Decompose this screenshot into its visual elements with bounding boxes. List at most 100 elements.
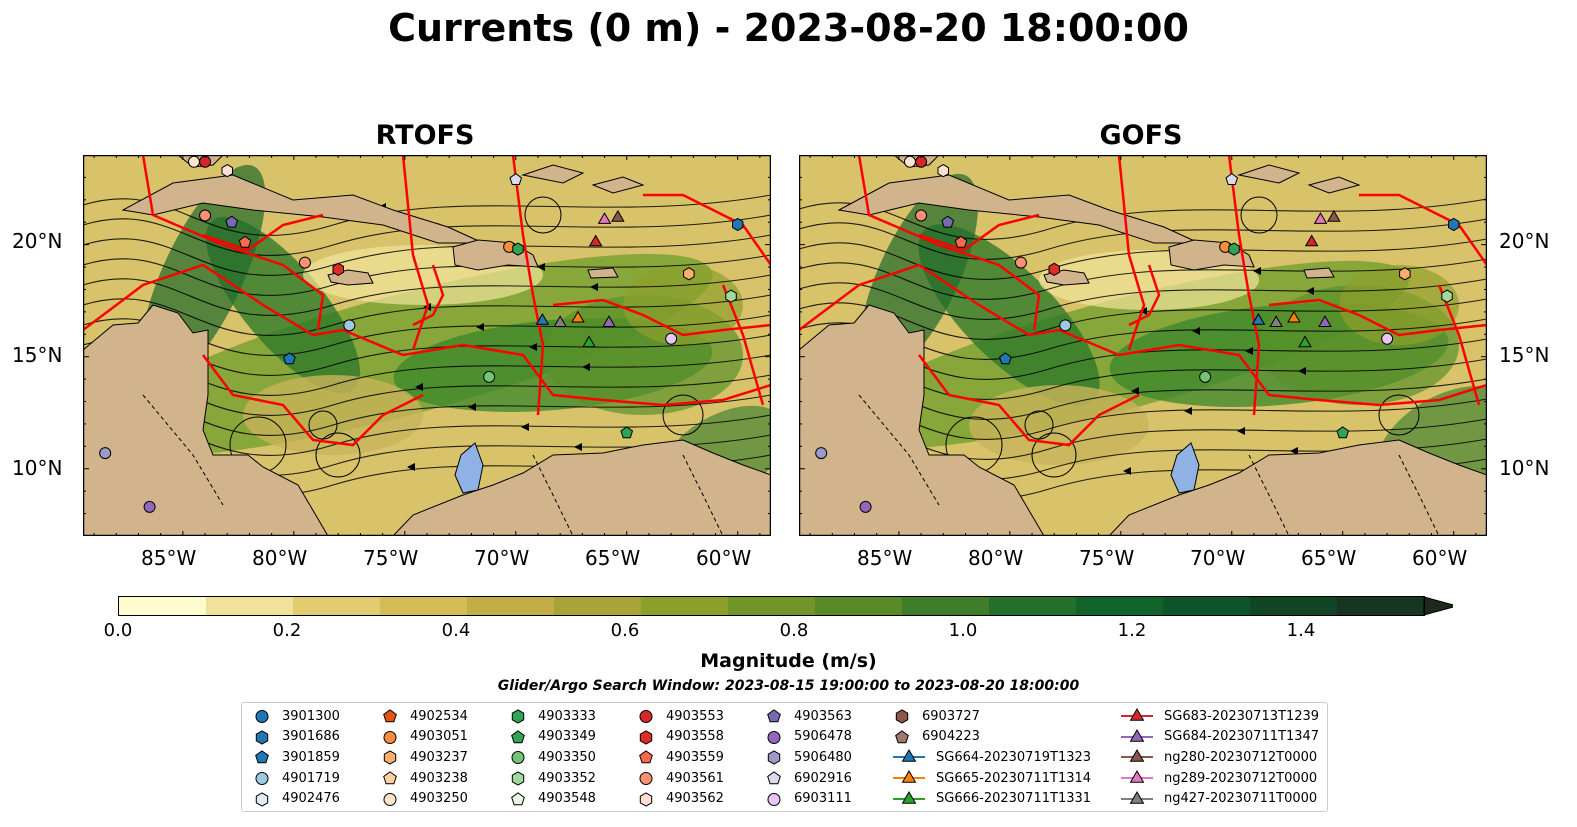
legend-label: SG664-20230719T1323 — [936, 749, 1092, 765]
colorbar-tick-1: 0.2 — [272, 620, 302, 641]
legend-marker — [901, 749, 917, 763]
legend-marker — [383, 792, 397, 806]
colorbar-tick-5: 1.0 — [948, 620, 978, 641]
legend-float-symbol — [895, 709, 909, 724]
streamline-arrow — [1192, 327, 1200, 335]
eddy-streamline — [1024, 410, 1054, 440]
legend-glider-symbol — [893, 749, 925, 763]
legend-float-symbol — [255, 750, 269, 764]
legend-item: 6903111 — [764, 788, 852, 809]
legend-item: 4902534 — [380, 706, 468, 727]
legend-marker — [511, 709, 525, 724]
glider-marker — [1287, 310, 1301, 323]
argo-float-marker — [1225, 172, 1239, 185]
panel-title-rtofs: RTOFS — [375, 120, 475, 151]
legend-label: SG683-20230713T1239 — [1164, 708, 1320, 724]
legend-glider-symbol — [893, 790, 925, 804]
eddy-streamline — [1378, 394, 1420, 436]
legend-float-symbol — [767, 750, 781, 766]
legend-label: 4903051 — [410, 729, 468, 745]
colorbar-extend-arrow — [1423, 596, 1453, 616]
legend-label: 4903553 — [666, 708, 724, 724]
streamline-arrow — [407, 463, 415, 471]
colorbar-tick-7: 1.4 — [1286, 620, 1316, 641]
legend-label: ng289-20230712T0000 — [1164, 770, 1318, 786]
argo-float-marker — [99, 447, 112, 460]
legend-marker — [901, 770, 917, 783]
colorbar-tick-4: 0.8 — [779, 620, 809, 641]
legend-marker — [511, 771, 525, 786]
legend-item: 6904223 — [892, 727, 1091, 748]
lat-label-10n-right: 10°N — [1499, 456, 1550, 480]
legend-label: 3901859 — [282, 749, 340, 765]
legend-item: 4903561 — [636, 768, 724, 789]
eez-boundary — [1268, 298, 1487, 337]
glider-marker — [571, 310, 585, 323]
legend-marker — [383, 709, 397, 723]
argo-float-marker — [221, 164, 233, 178]
land-mass — [587, 267, 619, 279]
argo-float-marker — [187, 155, 200, 168]
legend-float-symbol — [255, 772, 269, 786]
legend-float-symbol — [767, 709, 781, 723]
legend-column: 4902534 4903051 4903237 4903238 4903250 — [380, 706, 468, 809]
legend-label: 5906480 — [794, 749, 852, 765]
argo-float-marker — [732, 217, 744, 232]
colorbar — [118, 596, 1453, 616]
legend-marker — [767, 750, 781, 766]
legend-marker — [511, 791, 525, 805]
lon-label-60w-left: 60°W — [696, 546, 752, 570]
glider-marker — [1298, 335, 1312, 348]
legend-label: 4903559 — [666, 749, 724, 765]
legend-item: 4903352 — [508, 768, 596, 789]
eez-boundary — [643, 193, 771, 266]
map-gofs — [799, 155, 1487, 536]
colorbar-segment — [206, 597, 294, 615]
argo-float-marker — [903, 155, 916, 168]
colorbar-segment — [1163, 597, 1251, 615]
legend-item: 3901686 — [252, 727, 340, 748]
glider-marker — [553, 315, 567, 327]
eez-boundary — [202, 354, 424, 447]
legend-item: 4903333 — [508, 706, 596, 727]
legend-item: 4903051 — [380, 727, 468, 748]
legend-marker — [383, 730, 397, 744]
legend-marker — [767, 709, 781, 723]
streamline-arrow — [521, 423, 529, 431]
country-border — [1248, 454, 1290, 536]
legend-float-symbol — [639, 750, 653, 764]
legend-float-symbol — [383, 709, 397, 723]
eez-boundary — [401, 155, 430, 351]
legend-item: 5906478 — [764, 727, 852, 748]
eez-boundary — [412, 264, 445, 327]
colorbar-tick-3: 0.6 — [610, 620, 640, 641]
legend-column: 4903553 4903558 4903559 4903561 4903562 — [636, 706, 724, 809]
lon-label-85w-right: 85°W — [857, 546, 913, 570]
map-rtofs — [83, 155, 771, 536]
legend-glider-symbol — [1121, 749, 1153, 763]
legend-marker — [255, 791, 269, 807]
legend-item: SG666-20230711T1331 — [892, 788, 1091, 809]
eddy-streamline — [662, 394, 704, 436]
argo-float-marker — [1048, 262, 1060, 276]
eez-boundary — [918, 213, 1040, 252]
legend-marker — [895, 730, 909, 744]
eez-boundary — [83, 263, 771, 407]
country-border — [532, 454, 574, 536]
argo-float-marker — [1228, 242, 1240, 256]
streamline-arrow — [590, 283, 598, 291]
legend-marker — [383, 771, 397, 785]
legend-column: SG683-20230713T1239 SG684-20230711T1347 ng… — [1120, 706, 1319, 809]
lon-label-80w-left: 80°W — [252, 546, 308, 570]
lon-label-80w-right: 80°W — [968, 546, 1024, 570]
argo-float-marker — [1199, 370, 1212, 383]
legend-label: 4903548 — [538, 791, 596, 807]
legend-item: 4903563 — [764, 706, 852, 727]
lat-label-15n-right: 15°N — [1499, 343, 1550, 367]
legend-marker — [383, 750, 397, 766]
glider-marker — [1251, 313, 1266, 325]
legend-label: 4903563 — [794, 708, 852, 724]
lat-label-15n-left: 15°N — [12, 343, 63, 367]
legend-glider-symbol — [1121, 708, 1153, 722]
argo-float-marker — [1441, 289, 1453, 303]
